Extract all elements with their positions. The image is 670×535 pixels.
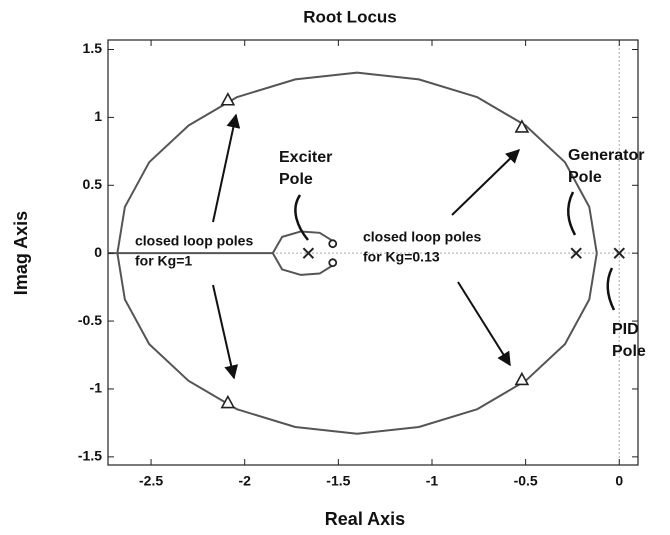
chart-title: Root Locus: [303, 7, 397, 26]
annotation: PID: [612, 321, 639, 338]
annotation: closed loop poles: [135, 233, 253, 249]
pole-marker: [570, 247, 582, 259]
y-tick-label: -0.5: [78, 312, 102, 328]
y-tick-label: -1.5: [78, 448, 102, 464]
closed-loop-pole-marker: [514, 119, 530, 133]
x-tick-label: -0.5: [514, 473, 538, 489]
annotation-arrows: [212, 113, 616, 380]
pole-marker: [613, 247, 625, 259]
closed-loop-pole-marker: [514, 371, 530, 386]
pole-marker: [302, 247, 315, 259]
y-tick-label: 1: [94, 108, 102, 124]
pointer: [567, 191, 577, 236]
plot-frame: [107, 39, 639, 466]
x-tick-label: 0: [615, 473, 623, 489]
annotation: for Kg=1: [135, 253, 192, 269]
closed-loop-pole-marker: [220, 394, 236, 409]
pointer: [606, 267, 616, 311]
arrow: [451, 149, 521, 216]
pointer: [294, 194, 309, 241]
y-axis-label: Imag Axis: [11, 211, 31, 295]
zero-marker: [328, 258, 338, 268]
closed-loop-pole-marker: [220, 92, 236, 106]
x-tick-label: -1: [426, 473, 439, 489]
x-tick-label: -1.5: [326, 473, 350, 489]
annotation: Pole: [279, 171, 313, 188]
arrow: [212, 284, 239, 380]
arrow: [457, 281, 511, 367]
x-tick-label: -2.5: [139, 473, 163, 489]
x-axis-label: Real Axis: [325, 509, 405, 529]
annotation: Exciter: [279, 149, 332, 166]
annotation: Generator: [568, 147, 644, 164]
x-tick-label: -2: [238, 473, 251, 489]
annotation: closed loop poles: [363, 229, 481, 245]
arrow: [212, 113, 241, 223]
annotation: for Kg=0.13: [363, 249, 440, 265]
y-tick-label: 1.5: [83, 40, 103, 56]
annotation: Pole: [568, 169, 602, 186]
y-tick-label: -1: [90, 380, 103, 396]
y-tick-label: 0: [94, 244, 102, 260]
y-tick-label: 0.5: [83, 176, 103, 192]
annotation: Pole: [612, 343, 646, 360]
zero-marker: [328, 239, 338, 249]
